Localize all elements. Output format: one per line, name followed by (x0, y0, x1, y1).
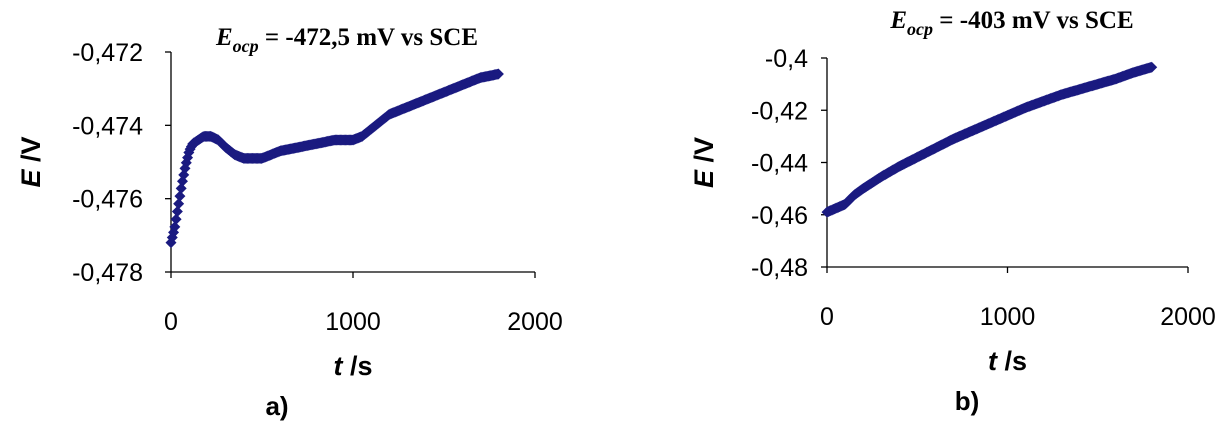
title-subscript: ocp (233, 36, 259, 56)
y-tick-label: -0,42 (751, 97, 808, 125)
y-tick-label: -0,4 (765, 45, 808, 73)
x-axis-unit: /s (997, 346, 1027, 376)
data-series (165, 68, 504, 249)
y-axis-variable: E (689, 169, 719, 188)
data-series (821, 61, 1158, 218)
y-axis-label: E /V (689, 137, 719, 188)
data-point (173, 198, 185, 210)
data-point (169, 221, 181, 233)
panel-label: b) (955, 386, 980, 416)
data-point (1146, 61, 1158, 73)
title-text: = -403 mV vs SCE (933, 7, 1134, 34)
chart-panel-b: -0,4 -0,42 -0,44 -0,46 -0,48 0 1000 2000 E /V t /… (689, 7, 1216, 416)
y-tick-label: -0,474 (72, 112, 143, 140)
data-point (171, 206, 183, 217)
y-axis-label: E /V (16, 136, 46, 187)
y-tick-label: -0,472 (72, 39, 143, 67)
y-tick-label: -0,44 (751, 150, 808, 178)
chart-title: Eocp = -472,5 mV vs SCE (215, 24, 478, 56)
x-axis-label: t /s (333, 351, 372, 381)
title-symbol: E (889, 7, 907, 34)
x-axis-variable: t (333, 351, 343, 381)
x-tick-label: 1000 (980, 303, 1036, 331)
panel-label: a) (265, 391, 288, 421)
x-tick-label: 2000 (507, 308, 563, 336)
chart-panel-a: -0,472 -0,474 -0,476 -0,478 0 1000 2000 E /V t /… (16, 24, 563, 421)
data-point (175, 182, 187, 194)
x-tick-label: 1000 (325, 308, 381, 336)
x-axis-label: t /s (988, 346, 1027, 376)
chart-title: Eocp = -403 mV vs SCE (889, 7, 1133, 39)
y-axis-variable: E (16, 169, 46, 188)
x-tick-label: 0 (820, 303, 834, 331)
y-tick-label: -0,48 (751, 254, 808, 282)
title-text: = -472,5 mV vs SCE (259, 24, 478, 51)
y-axis-unit: /V (689, 137, 719, 170)
y-tick-label: -0,476 (72, 186, 143, 214)
data-point (174, 190, 186, 202)
data-point (492, 68, 504, 80)
data-point (170, 213, 182, 225)
x-tick-label: 2000 (1160, 303, 1216, 331)
title-subscript: ocp (907, 19, 933, 39)
y-axis-unit: /V (16, 136, 46, 169)
x-tick-label: 0 (164, 308, 178, 336)
x-axis-variable: t (988, 346, 998, 376)
title-symbol: E (215, 24, 233, 51)
x-axis-unit: /s (342, 351, 372, 381)
y-tick-label: -0,46 (751, 202, 808, 230)
y-tick-label: -0,478 (72, 259, 143, 287)
